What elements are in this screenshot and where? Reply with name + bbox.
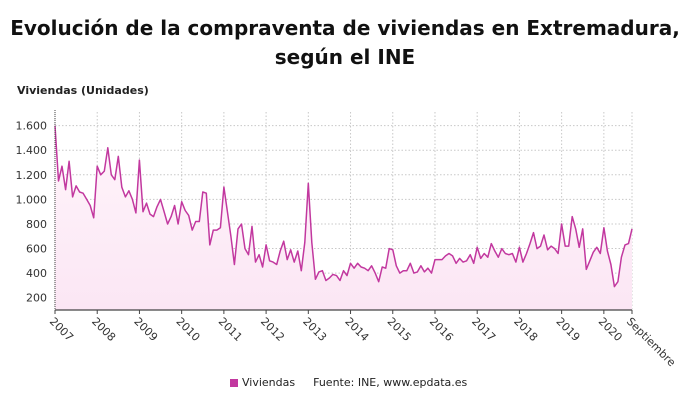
y-tick-label: 200 <box>26 292 47 305</box>
legend-label: Viviendas <box>242 376 296 389</box>
x-tick-label: 2008 <box>89 315 118 344</box>
y-tick-label: 1.000 <box>16 193 48 206</box>
x-tick-label: 2018 <box>511 315 540 344</box>
y-tick-label: 400 <box>26 267 47 280</box>
x-tick-label: 2010 <box>174 315 203 344</box>
x-tick-label: 2012 <box>258 315 287 344</box>
legend-swatch <box>230 378 238 387</box>
title-line-1: Evolución de la compraventa de viviendas… <box>10 16 680 40</box>
x-tick-label: 2007 <box>47 315 76 344</box>
x-tick-label: 2019 <box>554 315 583 344</box>
series-line-viviendas <box>54 125 633 288</box>
x-tick-label: 2015 <box>385 315 414 344</box>
x-tick-label: 2017 <box>469 315 498 344</box>
y-tick-label: 600 <box>26 243 47 256</box>
x-tick-label: 2013 <box>300 315 329 344</box>
title-line-2: según el INE <box>274 45 416 69</box>
area-fill <box>55 125 632 310</box>
chart-title: Evolución de la compraventa de viviendas… <box>0 14 690 72</box>
legend: Viviendas Fuente: INE, www.epdata.es <box>230 376 467 389</box>
y-tick-label: 1.600 <box>16 120 48 133</box>
source-text: Fuente: INE, www.epdata.es <box>313 376 468 389</box>
x-tick-label: 2009 <box>131 315 160 344</box>
x-tick-label: 2016 <box>427 315 456 344</box>
y-axis-label: Viviendas (Unidades) <box>17 84 149 97</box>
x-tick-label: Septiembre <box>624 315 678 369</box>
y-tick-label: 800 <box>26 218 47 231</box>
x-tick-label: 2014 <box>342 315 371 344</box>
y-tick-label: 1.400 <box>16 144 48 157</box>
x-tick-label: 2011 <box>216 315 245 344</box>
x-tick-label: 2020 <box>596 315 625 344</box>
y-tick-label: 1.200 <box>16 169 48 182</box>
